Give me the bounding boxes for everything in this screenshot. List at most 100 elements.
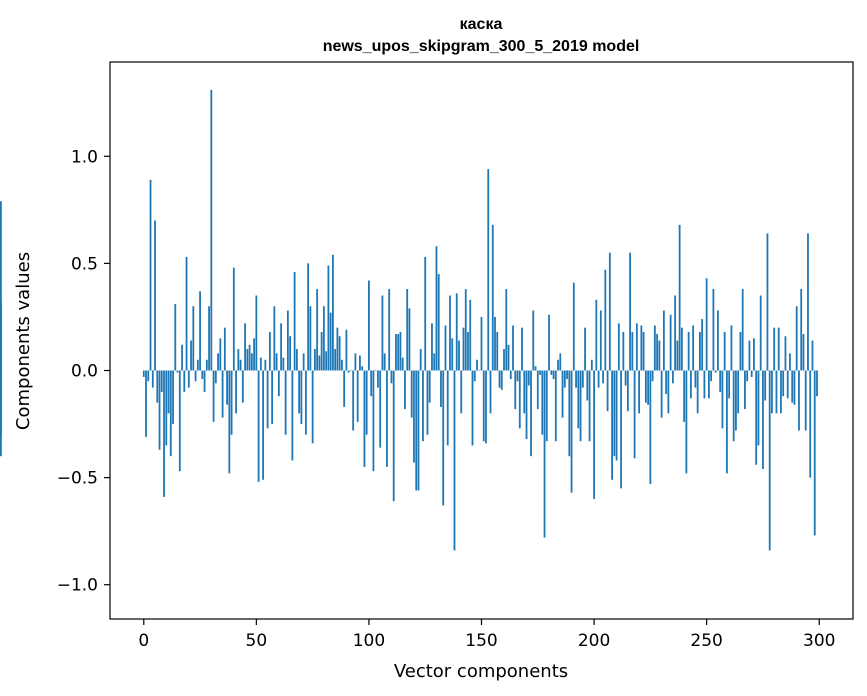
x-tick-label: 50 xyxy=(246,631,268,651)
bar xyxy=(726,370,728,474)
bar xyxy=(602,370,604,384)
bar xyxy=(559,353,562,371)
bar xyxy=(451,338,454,371)
bar xyxy=(417,370,420,491)
bar xyxy=(811,340,814,371)
bar xyxy=(798,370,800,431)
bar xyxy=(629,252,631,371)
bar xyxy=(460,370,463,414)
bar xyxy=(388,289,391,371)
bar xyxy=(710,370,713,382)
bar xyxy=(359,355,361,371)
bar xyxy=(717,310,719,371)
bar xyxy=(651,370,654,382)
bar xyxy=(622,331,625,371)
bar xyxy=(498,370,501,388)
bar xyxy=(248,344,251,371)
bar xyxy=(257,370,260,482)
bar xyxy=(374,370,377,371)
bar xyxy=(280,323,283,371)
bar xyxy=(158,370,161,450)
bar xyxy=(676,340,679,371)
bar xyxy=(570,370,573,493)
bar xyxy=(782,370,785,397)
bar xyxy=(536,370,539,410)
bar xyxy=(399,331,402,371)
bar xyxy=(413,370,415,463)
bar xyxy=(199,291,201,371)
bar xyxy=(489,370,492,414)
bar xyxy=(789,353,791,371)
bar xyxy=(757,370,760,446)
x-axis-ticks: 0 50 100 150 200 250 300 xyxy=(138,619,835,651)
bar xyxy=(703,370,706,399)
bar xyxy=(419,349,422,371)
bar xyxy=(167,370,170,414)
bar xyxy=(775,370,778,414)
bar xyxy=(737,370,740,414)
bar xyxy=(397,334,400,371)
bar xyxy=(728,370,731,399)
bar xyxy=(390,370,393,384)
bar xyxy=(307,263,310,371)
bar xyxy=(334,349,337,371)
bar xyxy=(462,327,465,371)
bar xyxy=(518,370,521,429)
bar xyxy=(149,179,152,371)
bar xyxy=(631,331,634,371)
bar xyxy=(809,370,812,478)
bar xyxy=(503,349,505,371)
bar xyxy=(259,357,262,371)
bar xyxy=(347,370,350,373)
bar xyxy=(539,370,541,375)
bar xyxy=(680,327,683,371)
bar xyxy=(791,370,794,403)
bar xyxy=(773,327,776,371)
bar xyxy=(694,370,697,388)
bar xyxy=(638,370,641,414)
bar xyxy=(575,370,577,388)
bar xyxy=(289,336,292,371)
bar xyxy=(311,370,314,444)
bar xyxy=(241,370,244,403)
bar xyxy=(635,323,638,371)
bar xyxy=(482,370,485,442)
x-tick-label: 200 xyxy=(578,631,610,651)
bar xyxy=(221,370,224,418)
bar xyxy=(345,329,348,371)
bar xyxy=(579,370,582,442)
bar xyxy=(370,370,373,397)
bar xyxy=(194,370,197,382)
bar xyxy=(298,370,301,414)
bar xyxy=(341,359,343,371)
y-tick-label: 1.0 xyxy=(71,147,98,167)
y-tick-label: −0.5 xyxy=(57,469,98,489)
bar xyxy=(561,370,564,418)
bar xyxy=(613,370,616,457)
bar xyxy=(336,327,339,371)
bar xyxy=(244,323,246,371)
bar xyxy=(658,340,661,371)
bar xyxy=(762,370,764,470)
bar xyxy=(730,325,733,371)
y-tick-label: 0.5 xyxy=(71,254,98,274)
bars-group xyxy=(0,89,818,551)
bar xyxy=(431,323,433,371)
bar xyxy=(440,370,442,407)
bar xyxy=(284,370,287,435)
bar xyxy=(500,370,503,390)
bar xyxy=(476,359,478,371)
bar xyxy=(271,370,274,425)
bar xyxy=(816,370,818,397)
bar xyxy=(581,370,584,388)
bar xyxy=(701,319,704,371)
bar xyxy=(422,370,424,442)
bar xyxy=(764,370,767,401)
x-tick-label: 300 xyxy=(803,631,835,651)
bar xyxy=(721,370,724,429)
bar xyxy=(437,274,440,371)
bar xyxy=(395,334,397,371)
bar xyxy=(320,331,323,371)
bar xyxy=(415,370,418,491)
bar xyxy=(433,353,436,371)
